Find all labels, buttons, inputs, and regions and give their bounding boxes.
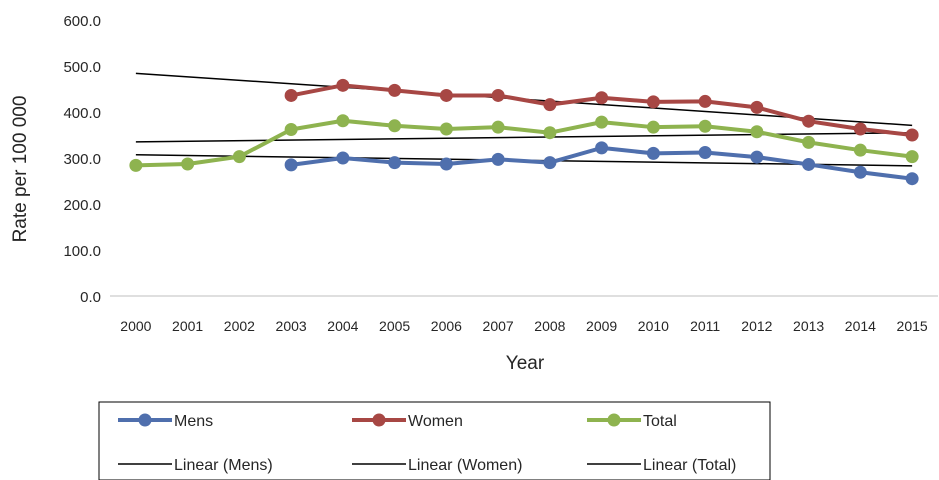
x-tick-label: 2010 bbox=[638, 318, 669, 334]
data-point-mens bbox=[543, 156, 557, 170]
data-point-mens bbox=[336, 151, 350, 165]
data-point-total bbox=[129, 158, 143, 172]
data-point-total bbox=[181, 157, 195, 171]
x-tick-label: 2005 bbox=[379, 318, 410, 334]
legend-label: Linear (Total) bbox=[643, 457, 736, 474]
data-point-mens bbox=[388, 156, 402, 170]
y-tick-label: 400.0 bbox=[63, 105, 101, 122]
data-point-women bbox=[750, 100, 764, 114]
series-lines bbox=[129, 78, 919, 186]
data-point-mens bbox=[853, 165, 867, 179]
data-point-total bbox=[284, 122, 298, 136]
data-point-women bbox=[853, 122, 867, 136]
legend-marker bbox=[372, 413, 386, 427]
legend-label: Women bbox=[408, 413, 463, 430]
data-point-total bbox=[802, 135, 816, 149]
legend-label: Mens bbox=[174, 413, 213, 430]
legend-marker bbox=[607, 413, 621, 427]
data-point-total bbox=[853, 143, 867, 157]
data-point-women bbox=[646, 95, 660, 109]
legend-box bbox=[98, 401, 771, 480]
x-tick-label: 2009 bbox=[586, 318, 617, 334]
data-point-total bbox=[646, 120, 660, 134]
legend-label: Linear (Mens) bbox=[174, 457, 273, 474]
data-point-mens bbox=[439, 157, 453, 171]
data-point-mens bbox=[491, 152, 505, 166]
y-tick-label: 0.0 bbox=[80, 289, 101, 306]
data-point-total bbox=[750, 125, 764, 139]
y-axis-title: Rate per 100 000 bbox=[10, 96, 31, 243]
x-axis-title: Year bbox=[506, 353, 545, 374]
x-tick-label: 2008 bbox=[534, 318, 565, 334]
data-point-mens bbox=[284, 158, 298, 172]
series-line-total bbox=[133, 118, 915, 168]
data-point-total bbox=[232, 150, 246, 164]
trend-line bbox=[135, 131, 913, 143]
y-tick-label: 100.0 bbox=[63, 243, 101, 260]
y-axis-ticks: 0.0 100.0 200.0 300.0 400.0 500.0 600.0 bbox=[63, 13, 101, 306]
data-point-total bbox=[388, 119, 402, 133]
y-tick-label: 200.0 bbox=[63, 197, 101, 214]
x-tick-label: 2000 bbox=[120, 318, 151, 334]
data-point-mens bbox=[646, 146, 660, 160]
data-point-women bbox=[439, 88, 453, 102]
data-point-mens bbox=[905, 172, 919, 186]
data-point-total bbox=[595, 115, 609, 129]
data-point-total bbox=[491, 120, 505, 134]
data-point-women bbox=[905, 128, 919, 142]
legend-marker bbox=[138, 413, 152, 427]
data-point-mens bbox=[750, 150, 764, 164]
data-point-mens bbox=[802, 157, 816, 171]
data-point-women bbox=[543, 98, 557, 112]
data-point-women bbox=[336, 78, 350, 92]
x-tick-label: 2004 bbox=[327, 318, 358, 334]
x-tick-label: 2011 bbox=[690, 318, 720, 334]
data-point-mens bbox=[595, 141, 609, 155]
x-tick-label: 2002 bbox=[224, 318, 255, 334]
data-point-mens bbox=[698, 145, 712, 159]
x-axis-ticks: 2000 2001 2002 2003 2004 2005 2006 2007 2008 2009… bbox=[120, 318, 928, 334]
x-tick-label: 2003 bbox=[276, 318, 307, 334]
x-tick-label: 2007 bbox=[483, 318, 514, 334]
legend-label: Linear (Women) bbox=[408, 457, 522, 474]
data-point-total bbox=[698, 119, 712, 133]
legend-label: Total bbox=[643, 413, 677, 430]
data-point-women bbox=[595, 91, 609, 105]
data-point-women bbox=[802, 114, 816, 128]
x-tick-label: 2013 bbox=[793, 318, 824, 334]
data-point-women bbox=[698, 94, 712, 108]
x-tick-label: 2001 bbox=[172, 318, 203, 334]
data-point-women bbox=[491, 88, 505, 102]
y-tick-label: 500.0 bbox=[63, 59, 101, 76]
x-tick-label: 2014 bbox=[845, 318, 876, 334]
y-tick-label: 300.0 bbox=[63, 151, 101, 168]
data-point-women bbox=[388, 83, 402, 97]
x-tick-label: 2015 bbox=[897, 318, 928, 334]
data-point-women bbox=[284, 88, 298, 102]
data-point-total bbox=[905, 150, 919, 164]
data-point-total bbox=[439, 122, 453, 136]
x-tick-label: 2012 bbox=[741, 318, 772, 334]
y-tick-label: 600.0 bbox=[63, 13, 101, 30]
legend: Mens Women Total Linear (Mens) Linear (Women… bbox=[118, 413, 736, 474]
x-tick-label: 2006 bbox=[431, 318, 462, 334]
data-point-total bbox=[543, 126, 557, 140]
data-point-total bbox=[336, 114, 350, 128]
